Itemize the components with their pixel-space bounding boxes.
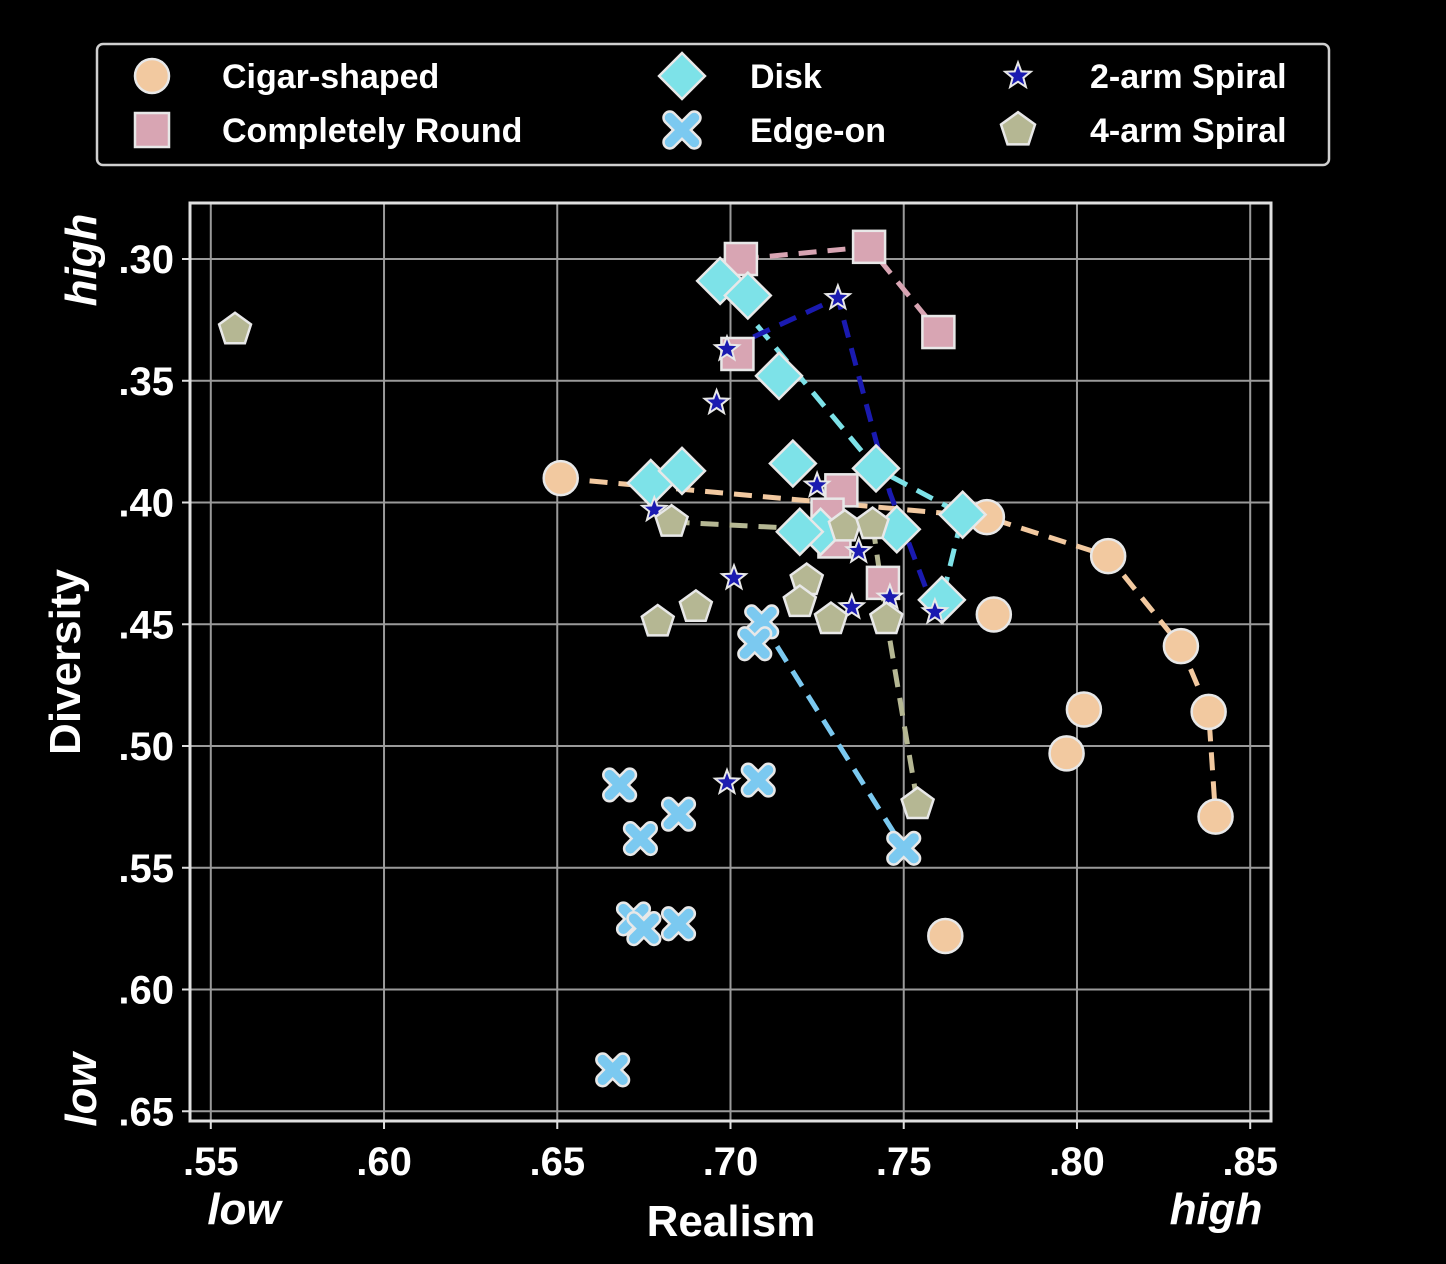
data-point-2-arm-spiral <box>875 582 905 611</box>
legend-marker-completely-round <box>133 111 171 149</box>
data-point-4-arm-spiral <box>640 603 676 637</box>
data-point-edge-on <box>886 830 922 866</box>
data-point-edge-on <box>602 767 638 803</box>
data-point-edge-on <box>626 911 662 947</box>
series-cigar-shaped <box>542 459 1234 955</box>
data-point-cigar-shaped <box>975 596 1013 633</box>
data-point-4-arm-spiral <box>678 588 714 623</box>
y-tick-label: .45 <box>118 603 174 647</box>
data-point-4-arm-spiral <box>654 503 690 537</box>
legend-marker-4-arm-spiral <box>999 110 1037 146</box>
data-point-edge-on <box>622 820 658 857</box>
data-point-cigar-shaped <box>1190 693 1227 731</box>
data-point-disk <box>775 507 825 557</box>
data-point-disk <box>851 443 901 494</box>
series-line-4-arm-spiral <box>671 519 921 805</box>
data-point-4-arm-spiral <box>855 506 890 540</box>
y-tick-label: .30 <box>118 238 174 282</box>
legend-label-4-arm-spiral: 4-arm Spiral <box>1090 112 1287 150</box>
data-point-cigar-shaped <box>1162 627 1200 665</box>
series-4-arm-spiral <box>217 311 936 820</box>
data-point-completely-round <box>851 229 887 265</box>
legend-label-2-arm-spiral: 2-arm Spiral <box>1090 58 1287 96</box>
series-2-arm-spiral <box>639 282 950 796</box>
x-axis-label: Realism <box>647 1197 816 1246</box>
data-point-edge-on <box>660 796 697 832</box>
data-point-cigar-shaped <box>927 917 964 955</box>
x-tick-label: .80 <box>1049 1140 1105 1184</box>
data-point-edge-on <box>595 1052 631 1088</box>
data-point-edge-on <box>737 626 773 662</box>
data-point-2-arm-spiral <box>639 494 670 523</box>
series-edge-on <box>595 604 922 1088</box>
data-point-2-arm-spiral <box>712 333 742 362</box>
data-point-cigar-shaped <box>1197 798 1234 835</box>
data-point-disk <box>723 270 773 321</box>
data-point-edge-on <box>660 906 697 942</box>
x-tick-label: .65 <box>529 1140 585 1184</box>
legend-marker-disk <box>657 51 707 101</box>
x-tick-label: .60 <box>356 1140 412 1184</box>
data-point-2-arm-spiral <box>823 282 853 311</box>
data-point-2-arm-spiral <box>802 470 832 499</box>
y-tick-label: .60 <box>118 969 174 1013</box>
data-point-2-arm-spiral <box>843 535 874 564</box>
tick-labels: .55 .60 .65 .70 .75 .80 .85 .30 .35 .40 .45 .50 .55.… <box>118 238 1278 1184</box>
y-tick-label: .55 <box>118 847 174 891</box>
y-tick-label: .35 <box>118 360 174 404</box>
x-tick-label: .85 <box>1222 1140 1278 1184</box>
legend-marker-cigar-shaped <box>133 57 171 95</box>
data-point-2-arm-spiral <box>837 591 867 620</box>
data-point-disk <box>768 438 818 489</box>
data-point-disk <box>937 489 988 540</box>
x-low-hint: low <box>207 1185 283 1234</box>
x-tick-label: .75 <box>876 1140 932 1184</box>
legend: Cigar-shaped Completely Round Disk Edge-on 2… <box>95 42 1331 167</box>
series-markers <box>217 229 1234 1088</box>
data-point-disk <box>754 351 804 401</box>
data-point-4-arm-spiral <box>868 601 904 635</box>
y-tick-label: .65 <box>118 1090 174 1134</box>
x-tick-label: .70 <box>703 1140 759 1184</box>
data-point-4-arm-spiral <box>900 786 936 820</box>
data-point-2-arm-spiral <box>719 562 749 591</box>
data-point-disk <box>695 256 745 306</box>
data-point-completely-round <box>921 314 956 350</box>
data-point-4-arm-spiral <box>217 311 253 345</box>
legend-label-edge-on: Edge-on <box>750 112 886 150</box>
series-line-2-arm-spiral <box>725 295 938 613</box>
legend-marker-edge-on <box>662 110 702 150</box>
legend-label-cigar-shaped: Cigar-shaped <box>222 58 439 96</box>
grid <box>190 203 1271 1121</box>
data-point-cigar-shaped <box>1065 691 1103 728</box>
data-point-2-arm-spiral <box>712 767 742 796</box>
x-tick-label: .55 <box>183 1140 239 1184</box>
legend-label-completely-round: Completely Round <box>222 112 522 150</box>
x-high-hint: high <box>1170 1185 1263 1234</box>
data-point-cigar-shaped <box>1048 735 1085 772</box>
data-point-4-arm-spiral <box>813 601 849 635</box>
y-axis-label: Diversity <box>41 569 90 755</box>
data-point-cigar-shaped <box>542 459 579 497</box>
legend-marker-2-arm-spiral <box>1002 59 1034 90</box>
y-tick-label: .40 <box>118 482 174 526</box>
data-point-disk <box>657 446 707 496</box>
y-tick-label: .50 <box>118 725 174 769</box>
y-low-hint: low <box>57 1051 106 1127</box>
data-point-2-arm-spiral <box>920 596 950 625</box>
legend-label-disk: Disk <box>750 58 822 96</box>
data-point-edge-on <box>740 762 776 798</box>
data-point-2-arm-spiral <box>701 387 732 416</box>
data-point-cigar-shaped <box>1089 537 1127 575</box>
data-point-4-arm-spiral <box>782 583 818 618</box>
series-line-edge-on <box>759 620 906 850</box>
y-high-hint: high <box>57 214 106 307</box>
